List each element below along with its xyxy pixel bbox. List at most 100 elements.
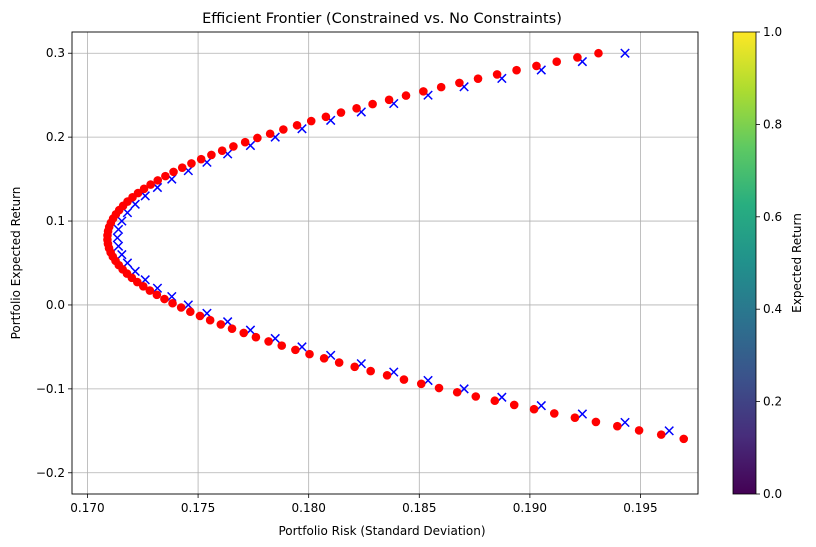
plot-frame <box>71 31 699 495</box>
series2-point <box>613 421 622 431</box>
series2-point <box>368 99 377 109</box>
series2-point <box>552 57 562 67</box>
x-axis-label: Portfolio Risk (Standard Deviation) <box>278 524 485 538</box>
series2-point <box>452 387 462 397</box>
chart-title: Efficient Frontier (Constrained vs. No C… <box>202 11 562 27</box>
x-tick-label: 0.195 <box>623 501 657 515</box>
series2-point <box>366 366 375 376</box>
series1-marker <box>577 409 588 419</box>
series2-point <box>471 392 481 401</box>
series2-point <box>532 61 541 71</box>
y-tick-label: −0.1 <box>36 382 65 396</box>
series1-marker <box>711 435 719 443</box>
series2-point <box>679 434 689 444</box>
series2-point <box>186 307 195 317</box>
series2-point <box>291 345 300 355</box>
series1-marker <box>664 426 674 436</box>
series1-marker <box>117 216 127 226</box>
series1-marker <box>122 207 133 218</box>
data-points <box>103 48 814 465</box>
series2-point <box>490 396 500 406</box>
series2-point <box>401 91 411 100</box>
x-tick-label: 0.185 <box>402 501 436 515</box>
x-tick-label: 0.170 <box>70 501 104 515</box>
series2-point <box>239 328 249 338</box>
series2-point <box>384 95 394 105</box>
series2-point <box>305 349 314 359</box>
series1-marker <box>806 452 814 460</box>
series2-point <box>336 108 346 117</box>
series2-point <box>573 53 582 62</box>
series2-point <box>306 116 316 126</box>
series2-point <box>292 120 302 130</box>
colorbar-label: Expected Return <box>790 213 804 313</box>
series2-point <box>773 452 782 461</box>
series1-marker <box>497 392 507 402</box>
series2-point <box>594 48 603 58</box>
y-tick-label: 0.1 <box>46 214 65 228</box>
series2-point <box>145 286 155 295</box>
colorbar-tick-label: 0.4 <box>763 302 782 316</box>
series2-point <box>591 417 601 427</box>
series2-point <box>321 112 331 122</box>
y-tick-label: 0.2 <box>46 130 65 144</box>
x-tick-label: 0.190 <box>513 501 547 515</box>
series1-marker <box>620 417 630 428</box>
colorbar-tick-label: 1.0 <box>763 25 782 39</box>
x-tick-label: 0.175 <box>181 501 215 515</box>
series2-point <box>207 150 216 160</box>
series2-point <box>168 298 177 308</box>
series2-point <box>634 426 644 435</box>
series2-point <box>216 320 226 329</box>
series2-point <box>352 104 361 113</box>
x-tick-label: 0.180 <box>292 501 326 515</box>
series2-point <box>176 303 186 312</box>
series2-point <box>797 456 806 465</box>
series2-point <box>265 129 275 139</box>
y-axis-label: Portfolio Expected Return <box>9 187 23 340</box>
series2-point <box>177 163 187 172</box>
series2-point <box>473 74 483 83</box>
series2-point <box>146 180 155 189</box>
y-tick-label: 0.0 <box>46 298 65 312</box>
series1-marker <box>112 233 123 243</box>
series2-point <box>227 324 237 333</box>
grid-lines <box>72 32 698 494</box>
y-tick-label: 0.3 <box>46 46 65 60</box>
series1-marker <box>758 443 766 451</box>
series2-point <box>350 362 359 372</box>
series2-point <box>153 176 163 185</box>
series2-point <box>160 294 169 304</box>
series1-marker <box>140 191 150 201</box>
series2-point <box>512 65 521 75</box>
series2-point <box>205 315 215 325</box>
series2-point <box>382 371 392 380</box>
series2-point <box>253 133 262 143</box>
series2-point <box>169 167 178 177</box>
series2-point <box>570 413 580 422</box>
series2-point <box>434 383 444 393</box>
series2-point <box>334 358 344 367</box>
series2-point <box>251 332 261 342</box>
series2-point <box>264 337 273 346</box>
series1-marker <box>117 249 127 260</box>
series2-point <box>399 375 409 384</box>
y-tick-label: −0.2 <box>36 466 65 480</box>
series2-point <box>702 439 711 448</box>
series2-point <box>139 184 149 194</box>
series1-marker <box>620 48 630 58</box>
colorbar-tick-label: 0.6 <box>763 210 782 224</box>
series2-point <box>509 400 519 410</box>
series2-point <box>187 159 196 168</box>
colorbar-tick-label: 0.2 <box>763 395 782 409</box>
series2-point <box>138 282 148 291</box>
series2-point <box>217 146 227 155</box>
series2-point <box>455 78 464 88</box>
series2-point <box>656 430 666 439</box>
series2-point <box>161 171 170 181</box>
series2-point <box>133 188 143 198</box>
series2-point <box>529 404 539 414</box>
series2-point <box>277 341 287 350</box>
series2-point <box>279 125 288 134</box>
series2-point <box>549 409 559 418</box>
